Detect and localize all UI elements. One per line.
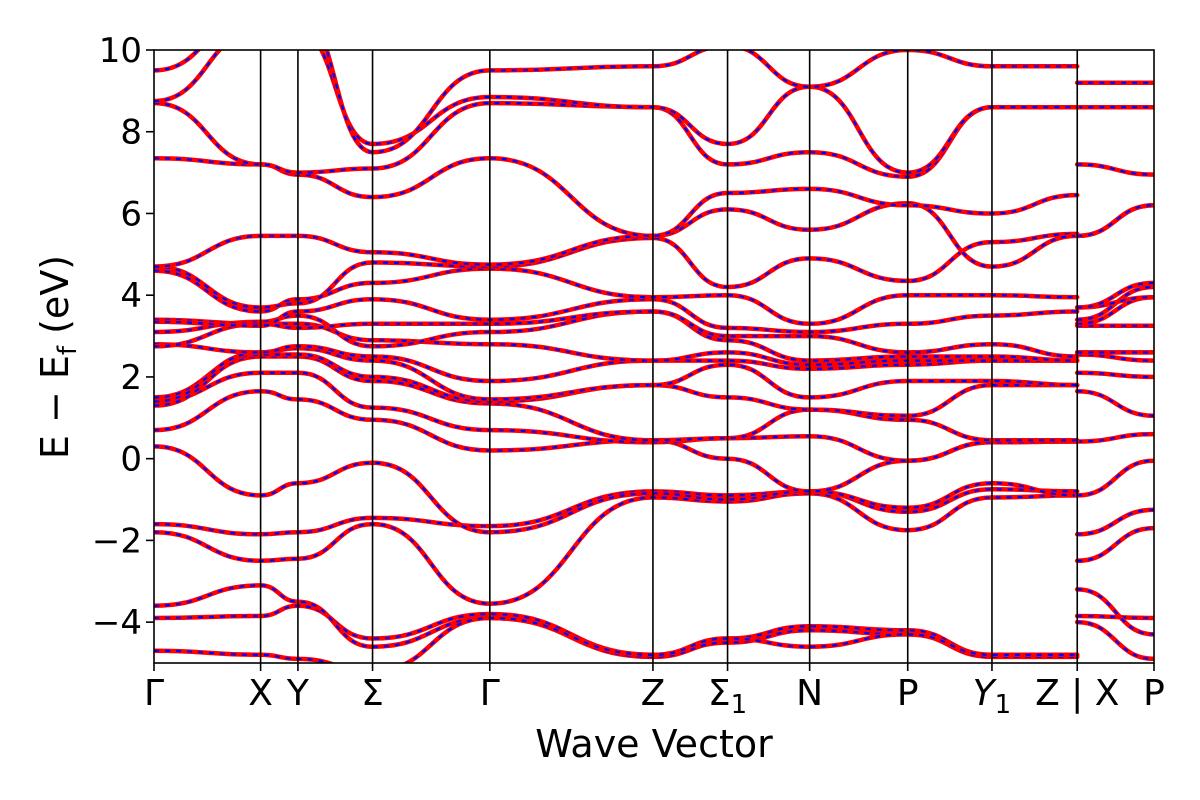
band-line-dashed-0-seg1 — [1077, 614, 1154, 620]
band-line-6-seg1 — [1074, 388, 1154, 419]
band-line-15-seg1 — [1074, 280, 1154, 310]
y-tick-label: 10 — [99, 31, 142, 71]
band-line-dashed-7-seg1 — [1077, 371, 1154, 378]
band-line-18-seg1 — [1074, 162, 1154, 177]
y-tick-label: 8 — [120, 113, 142, 153]
band-line-dashed-5-seg1 — [1077, 433, 1154, 443]
band-line-dashed-4-seg0 — [154, 445, 1078, 534]
y-tick-label: −4 — [92, 603, 142, 643]
band-line-19-seg0 — [154, 100, 1080, 179]
band-line-dashed-16-seg0 — [154, 232, 1078, 309]
y-tick-label: 2 — [120, 358, 142, 398]
kpoint-label: P — [1143, 673, 1165, 714]
band-line-dashed-18-seg0 — [154, 157, 1078, 238]
band-line-dashed-11-seg0 — [154, 322, 1078, 366]
kpoint-label: Σ1 — [708, 673, 747, 720]
band-line-dashed-1-seg1 — [1077, 588, 1154, 636]
kpoint-label: Z | X — [1035, 673, 1119, 714]
y-axis-label: E − Ef (eV) — [33, 255, 83, 459]
band-line-dashed-0-seg0 — [154, 604, 1078, 656]
y-axis-label-subscript: f — [53, 345, 83, 355]
band-line-0-seg0 — [154, 603, 1080, 658]
band-line-dashed-1-seg0 — [154, 584, 1078, 659]
kpoint-label: Γ — [144, 673, 164, 714]
band-line-dashed-2-seg0 — [154, 492, 1078, 605]
bands-layer — [154, 50, 1154, 663]
band-line-dashed-19-seg0 — [154, 101, 1078, 178]
y-tick-label: −2 — [92, 521, 142, 561]
band-line-3-seg1 — [1074, 507, 1154, 537]
band-line-22-seg0 — [154, 615, 1080, 663]
kpoint-label: Z — [641, 673, 666, 714]
high-symmetry-lines — [259, 50, 1079, 663]
band-line-17-seg1 — [1074, 203, 1154, 239]
band-line-2-seg1 — [1074, 525, 1154, 564]
kpoint-label: Y — [286, 673, 310, 714]
band-line-2-seg0 — [154, 491, 1080, 606]
kpoint-label: P — [897, 673, 919, 714]
band-line-14-seg0 — [154, 297, 1080, 335]
kpoint-label: Σ — [361, 673, 384, 714]
band-line-22-seg1 — [1074, 619, 1154, 662]
kpoint-label: Y1 — [973, 673, 1012, 720]
band-line-dashed-8-seg1 — [1077, 353, 1154, 362]
band-line-20-seg0 — [154, 50, 1080, 175]
kpoint-label: X — [248, 673, 273, 714]
plot-frame — [153, 49, 1155, 664]
band-line-18-seg0 — [154, 156, 1080, 239]
y-tick-label: 0 — [120, 440, 142, 480]
band-line-21-seg0 — [154, 50, 1080, 155]
band-line-dashed-21-seg0 — [154, 50, 1078, 154]
band-line-dashed-12-seg0 — [154, 310, 1078, 362]
x-axis-label: Wave Vector — [535, 722, 773, 766]
x-kpoint-labels: Γ X Y Σ Γ Z Σ1 N P Y1 Z | X P — [144, 663, 1165, 720]
band-line-dashed-17-seg0 — [154, 202, 1078, 268]
band-line-1-seg0 — [154, 583, 1080, 660]
kpoint-label: N — [796, 673, 823, 714]
y-tick-label: 4 — [120, 276, 142, 316]
band-line-dashed-5-seg0 — [154, 390, 1078, 493]
y-tick-label: 6 — [120, 194, 142, 234]
band-line-dashed-20-seg0 — [154, 50, 1078, 174]
band-line-6-seg0 — [154, 370, 1080, 463]
y-axis-label-main: E − E — [33, 355, 77, 459]
kpoint-label: Γ — [480, 673, 500, 714]
band-line-dashed-18-seg1 — [1077, 163, 1154, 176]
band-line-4-seg1 — [1074, 458, 1154, 498]
band-line-dashed-14-seg1 — [1077, 296, 1154, 309]
y-axis-label-unit: (eV) — [33, 255, 77, 346]
y-ticks: −4 −2 0 2 4 6 8 10 — [92, 31, 154, 643]
band-line-dashed-10-seg0 — [154, 343, 1078, 383]
